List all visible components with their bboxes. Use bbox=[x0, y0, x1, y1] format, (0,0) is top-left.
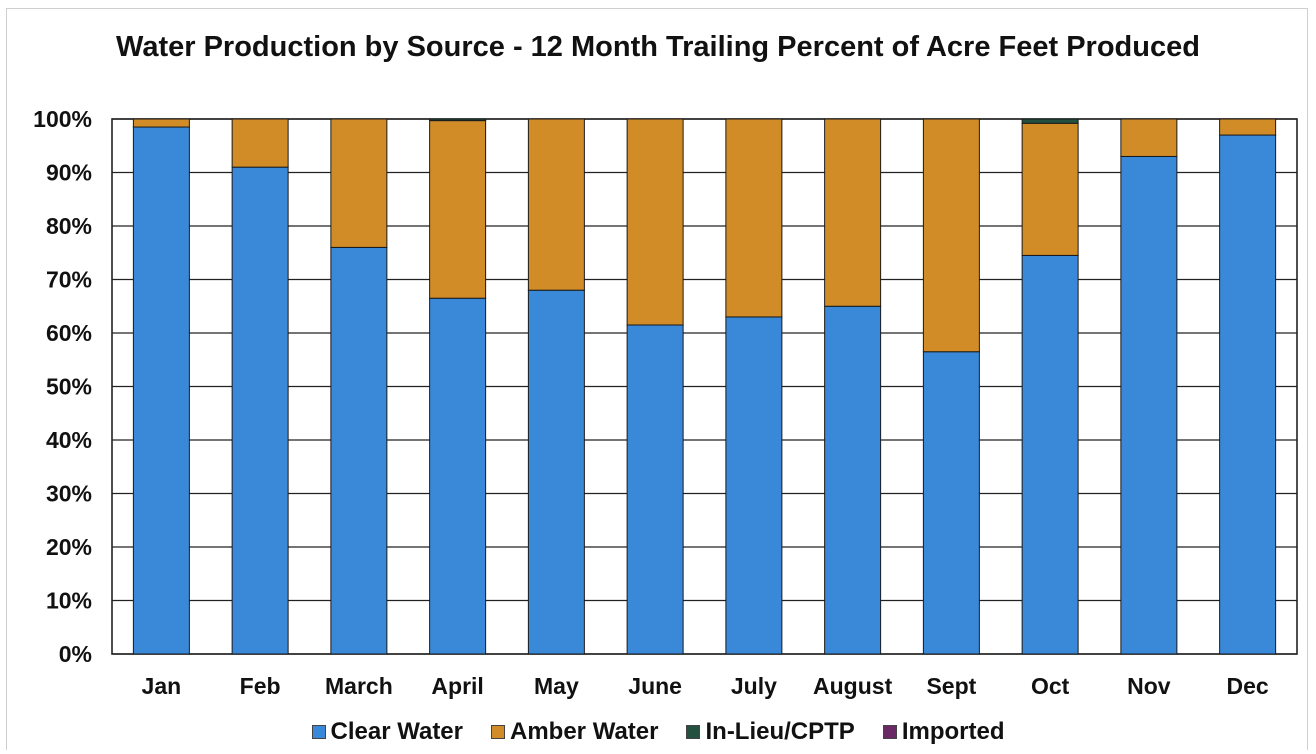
bar-segment bbox=[725, 316, 783, 655]
legend-item: Amber Water bbox=[491, 718, 658, 746]
bar-segment bbox=[429, 297, 487, 655]
x-tick-label: Oct bbox=[1031, 673, 1070, 699]
chart-title: Water Production by Source - 12 Month Tr… bbox=[116, 31, 1200, 63]
legend-swatch bbox=[686, 725, 701, 739]
y-tick-label: 70% bbox=[46, 267, 92, 293]
x-tick-label: Nov bbox=[1127, 673, 1171, 699]
legend-label: Imported bbox=[901, 718, 1005, 745]
legend-label: Clear Water bbox=[330, 718, 464, 745]
legend-swatch bbox=[491, 725, 505, 739]
bar-segment bbox=[330, 118, 388, 248]
y-tick-label: 80% bbox=[46, 213, 92, 239]
y-tick-label: 40% bbox=[46, 427, 92, 453]
y-tick-label: 60% bbox=[46, 320, 92, 346]
x-tick-label: August bbox=[813, 673, 893, 699]
x-tick-label: Feb bbox=[240, 673, 281, 699]
bar-segment bbox=[1120, 118, 1178, 157]
legend-swatch bbox=[311, 725, 326, 739]
bar-segment bbox=[922, 351, 980, 655]
legend-swatch bbox=[882, 725, 897, 739]
legend-item: Imported bbox=[882, 718, 1005, 746]
x-tick-label: June bbox=[628, 673, 682, 699]
bar-segment bbox=[527, 289, 585, 655]
y-tick-label: 30% bbox=[46, 481, 92, 507]
bar-segment bbox=[429, 118, 487, 122]
bar-segment bbox=[132, 126, 190, 655]
x-tick-label: Dec bbox=[1227, 673, 1269, 699]
legend-item: Clear Water bbox=[311, 718, 464, 746]
bar-segment bbox=[824, 305, 882, 655]
x-tick-label: Sept bbox=[926, 673, 976, 699]
plot-area-border bbox=[111, 118, 1298, 655]
bar-segment bbox=[725, 118, 783, 318]
bar-segment bbox=[626, 324, 684, 655]
bar-segment bbox=[429, 120, 487, 299]
bar-segment bbox=[1021, 254, 1079, 655]
bar-segment bbox=[132, 118, 190, 128]
y-tick-label: 50% bbox=[46, 374, 92, 400]
legend-label: In-Lieu/CPTP bbox=[705, 718, 855, 745]
bar-segment bbox=[330, 246, 388, 655]
bar-segment bbox=[1219, 118, 1277, 136]
y-tick-label: 0% bbox=[59, 641, 92, 667]
bar-segment bbox=[1219, 134, 1277, 655]
y-tick-label: 100% bbox=[33, 106, 92, 132]
bar-segment bbox=[1021, 118, 1079, 124]
legend-item: In-Lieu/CPTP bbox=[686, 718, 855, 746]
bar-segment bbox=[527, 118, 585, 291]
bar-segment bbox=[922, 118, 980, 353]
y-tick-label: 90% bbox=[46, 160, 92, 186]
x-tick-label: July bbox=[731, 673, 777, 699]
bar-segment bbox=[1021, 122, 1079, 256]
bar-segment bbox=[626, 118, 684, 326]
chart-legend: Clear Water Amber Water In-Lieu/CPTP Import… bbox=[0, 718, 1316, 746]
x-tick-label: March bbox=[325, 673, 393, 699]
x-tick-label: April bbox=[431, 673, 483, 699]
x-tick-label: Jan bbox=[142, 673, 182, 699]
x-tick-label: May bbox=[534, 673, 579, 699]
bar-segment bbox=[231, 166, 289, 655]
y-tick-label: 20% bbox=[46, 534, 92, 560]
bar-segment bbox=[231, 118, 289, 168]
y-tick-label: 10% bbox=[46, 588, 92, 614]
legend-label: Amber Water bbox=[510, 718, 659, 745]
bar-segment bbox=[1120, 155, 1178, 655]
bar-segment bbox=[824, 118, 882, 307]
